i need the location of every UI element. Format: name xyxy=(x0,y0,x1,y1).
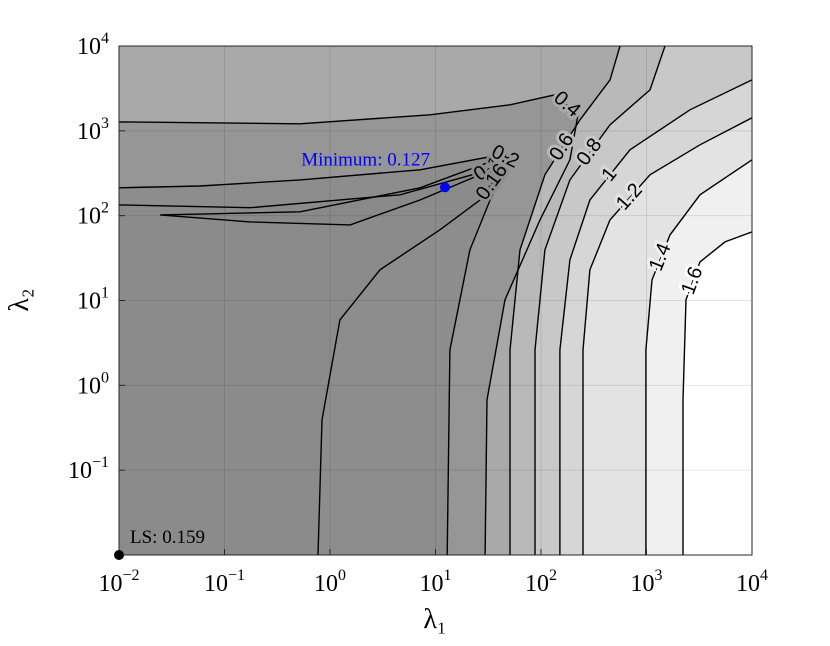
point-marker xyxy=(114,550,124,560)
contour-line xyxy=(559,79,752,555)
contour-line xyxy=(682,231,752,555)
tick-label: 10−1 xyxy=(204,567,245,597)
tick-exponent: 2 xyxy=(549,567,557,584)
point-label: Minimum: 0.127 xyxy=(301,149,430,170)
contour-line xyxy=(509,46,621,555)
tick-exponent: 3 xyxy=(101,115,109,132)
tick-label: 10−1 xyxy=(68,454,109,484)
tick-label: 101 xyxy=(420,567,452,597)
contour-line xyxy=(160,157,506,226)
contour-line xyxy=(645,159,752,555)
tick-base: 10 xyxy=(204,571,228,597)
tick-exponent: 1 xyxy=(444,567,452,584)
tick-label: 102 xyxy=(525,567,557,597)
tick-exponent: 4 xyxy=(101,30,109,47)
tick-exponent: −1 xyxy=(228,567,245,584)
tick-base: 10 xyxy=(98,571,122,597)
contour-line xyxy=(119,94,579,555)
contour-line xyxy=(534,46,666,555)
tick-label: 10−2 xyxy=(98,567,139,597)
tick-base: 10 xyxy=(77,373,101,399)
points: Minimum: 0.127 LS: 0.159 xyxy=(114,149,450,560)
tick-exponent: −1 xyxy=(92,454,109,471)
tick-base: 10 xyxy=(77,289,101,315)
tick-label: 100 xyxy=(77,369,109,399)
tick-exponent: −2 xyxy=(122,567,139,584)
tick-label: 103 xyxy=(77,115,109,145)
tick-base: 10 xyxy=(77,204,101,230)
contour-lines xyxy=(119,46,752,555)
tick-label: 102 xyxy=(77,200,109,230)
tick-exponent: 4 xyxy=(760,567,768,584)
axes: 10−2 10−1 100 101 102 103 10410−11001011021031… xyxy=(68,30,768,597)
tick-exponent: 2 xyxy=(101,200,109,217)
contour-fill xyxy=(683,231,752,555)
tick-base: 10 xyxy=(68,458,92,484)
tick-base: 10 xyxy=(525,571,549,597)
y-axis-label: λ₂ xyxy=(4,288,35,311)
tick-exponent: 0 xyxy=(338,567,346,584)
contour-line xyxy=(119,163,507,555)
tick-base: 10 xyxy=(420,571,444,597)
contour-line xyxy=(582,117,752,555)
tick-label: 104 xyxy=(77,30,109,60)
tick-exponent: 0 xyxy=(101,369,109,386)
contour-line xyxy=(119,154,511,555)
tick-base: 10 xyxy=(77,34,101,60)
tick-base: 10 xyxy=(77,119,101,145)
contour-fills xyxy=(119,46,752,555)
x-axis-label: λ₁ xyxy=(423,604,446,635)
point-label: LS: 0.159 xyxy=(130,527,205,548)
tick-base: 10 xyxy=(314,571,338,597)
tick-exponent: 1 xyxy=(101,285,109,302)
tick-label: 103 xyxy=(631,567,663,597)
tick-base: 10 xyxy=(736,571,760,597)
tick-label: 104 xyxy=(736,567,768,597)
tick-base: 10 xyxy=(631,571,655,597)
tick-label: 101 xyxy=(77,285,109,315)
point-marker xyxy=(439,182,450,193)
tick-exponent: 3 xyxy=(655,567,663,584)
tick-label: 100 xyxy=(314,567,346,597)
